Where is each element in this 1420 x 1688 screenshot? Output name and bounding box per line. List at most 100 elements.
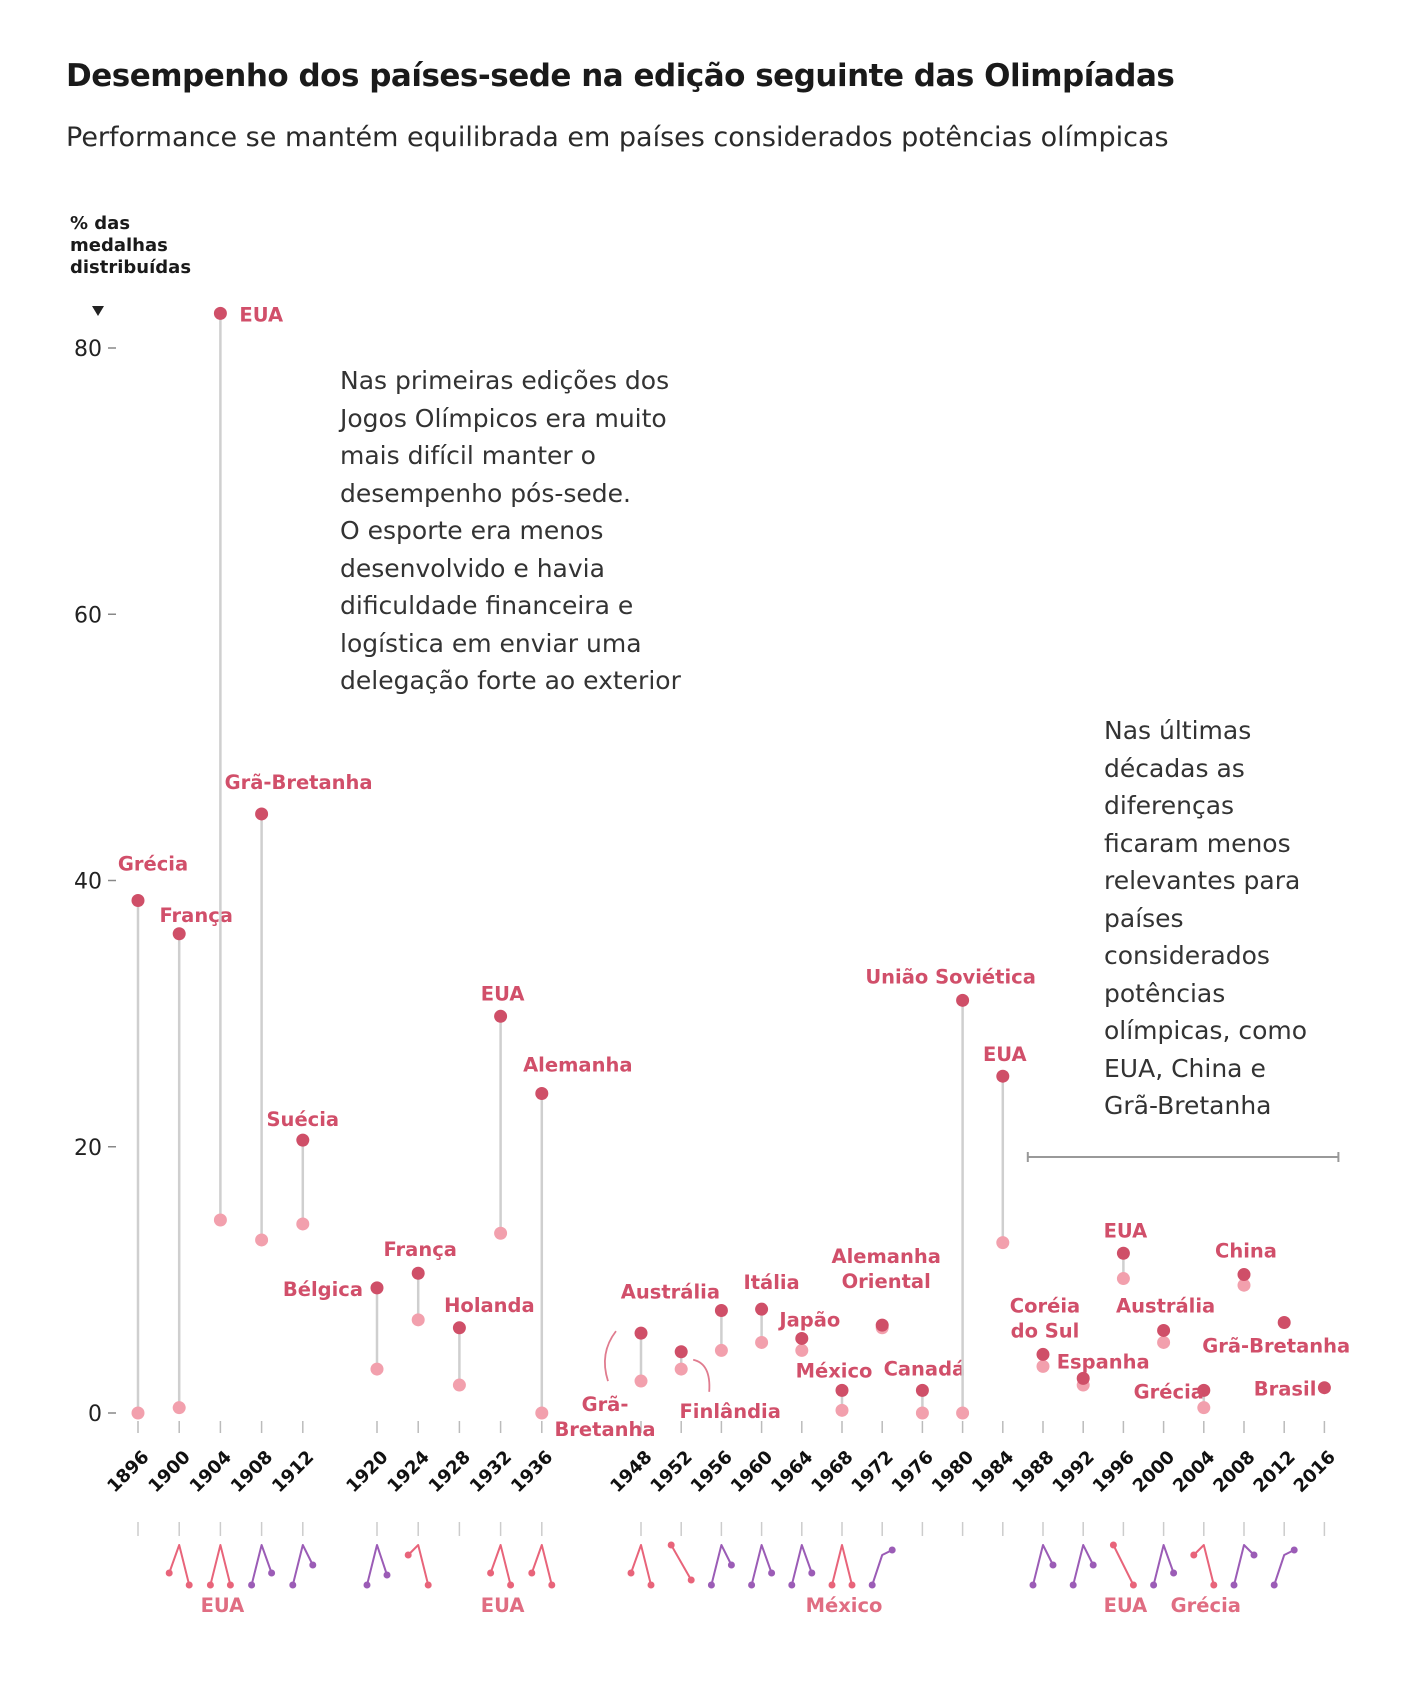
next-edition-dot-2004 (1197, 1401, 1211, 1415)
country-label-1924: França (383, 1238, 456, 1261)
x-tick-label-1956: 1956 (687, 1447, 737, 1497)
x-tick-label-2004: 2004 (1169, 1447, 1219, 1497)
host-dot-2000 (1157, 1323, 1171, 1337)
x-tick-label-1996: 1996 (1089, 1447, 1139, 1497)
sparkline-dot (528, 1569, 536, 1577)
x-tick-label-1984: 1984 (968, 1447, 1018, 1497)
host-dot-1936 (535, 1087, 549, 1100)
host-dot-1972 (875, 1318, 889, 1332)
annotation-line: desempenho pós-sede. (340, 478, 632, 508)
country-label-2016: Brasil (1254, 1378, 1317, 1401)
curved-arrow-icon (692, 1358, 711, 1392)
x-tick-label-1992: 1992 (1048, 1447, 1098, 1497)
sparkline-dot (1109, 1541, 1117, 1549)
sparkline-dot (868, 1581, 876, 1589)
sparkline-dot (627, 1569, 635, 1577)
x-tick-label-1924: 1924 (383, 1447, 433, 1497)
x-tick-label-1936: 1936 (507, 1447, 557, 1497)
annotation-line: mais difícil manter o (340, 441, 596, 470)
sparkline-dot (248, 1581, 256, 1589)
sparkline-glyph-1920 (366, 1544, 388, 1586)
sparkline-dot (507, 1581, 515, 1589)
host-dot-1896 (131, 893, 145, 907)
host-dot-1928 (452, 1321, 466, 1335)
sparkline-dot (748, 1581, 756, 1589)
y-tick-label: 80 (74, 337, 102, 362)
sparkline-glyph-2012 (1273, 1549, 1295, 1586)
bottom-label-1904: EUA (201, 1594, 245, 1617)
next-edition-dot-1920 (370, 1362, 384, 1376)
sparkline-glyph-1952 (670, 1544, 693, 1581)
x-tick-label-1900: 1900 (144, 1447, 194, 1497)
x-tick-label-2008: 2008 (1209, 1447, 1259, 1497)
country-label-1932: EUA (481, 982, 525, 1005)
country-label-1936: Alemanha (523, 1054, 632, 1077)
sparkline-dot (1170, 1569, 1178, 1577)
sparkline-dot (226, 1581, 234, 1589)
next-edition-dot-2000 (1157, 1335, 1171, 1349)
country-label-1980: União Soviética (865, 965, 1036, 988)
host-dot-1992 (1076, 1371, 1090, 1385)
annotation-line: olímpicas, como (1104, 1016, 1308, 1045)
country-label-2004: Grécia (1134, 1380, 1204, 1403)
country-label-1972: Alemanha Oriental (831, 1245, 940, 1293)
next-edition-dot-1924 (411, 1313, 425, 1327)
sparkline-dot (808, 1569, 816, 1577)
annotation-line: delegação forte ao exterior (340, 666, 681, 695)
country-label-1964: Japão (777, 1308, 840, 1331)
sparkline-glyph-1900 (168, 1544, 191, 1586)
next-edition-dot-1912 (296, 1217, 310, 1231)
y-tick-label: 0 (88, 1402, 102, 1427)
host-dot-1996 (1116, 1246, 1130, 1260)
country-label-1984: EUA (983, 1043, 1027, 1066)
y-tick-label: 40 (74, 870, 102, 895)
host-dot-2008 (1237, 1268, 1251, 1282)
sparkline-dot (1069, 1581, 1077, 1589)
sparkline-dot (289, 1581, 297, 1589)
host-dot-1956 (714, 1303, 728, 1317)
next-edition-dot-1984 (996, 1236, 1010, 1250)
annotation-line: desenvolvido e havia (340, 553, 605, 583)
sparkline-glyph-1996 (1112, 1544, 1135, 1586)
x-tick-label-2012: 2012 (1249, 1447, 1299, 1497)
sparkline-glyph-1992 (1072, 1544, 1095, 1586)
next-edition-dot-1936 (535, 1406, 549, 1420)
sparkline-glyph-1932 (489, 1544, 512, 1586)
host-dot-2012 (1277, 1315, 1291, 1329)
country-label-1976: Canadá (884, 1357, 966, 1380)
annotation-line: Jogos Olímpicos era muito (340, 403, 667, 433)
x-tick-label-1912: 1912 (268, 1447, 318, 1497)
x-tick-label-1908: 1908 (227, 1447, 277, 1497)
y-axis-label-line: % das (70, 213, 131, 234)
sparkline-glyph-1936 (530, 1544, 553, 1586)
country-label-1904: EUA (239, 303, 283, 326)
bottom-label-1996: EUA (1104, 1594, 1148, 1617)
annotation-line: décadas as (1104, 753, 1245, 783)
host-dot-1932 (494, 1009, 508, 1023)
country-label-1968: México (796, 1359, 873, 1382)
country-label-1992: Espanha (1057, 1350, 1150, 1373)
sparkline-glyph-2008 (1233, 1544, 1255, 1586)
sparkline-dot (309, 1561, 317, 1569)
annotation-line: logística em enviar uma (340, 628, 642, 658)
next-edition-dot-1896 (131, 1406, 145, 1420)
country-label-1928: Holanda (444, 1294, 535, 1317)
sparkline-glyph-1924 (407, 1544, 430, 1586)
sparkline-dot (424, 1581, 432, 1589)
host-dot-1912 (296, 1133, 310, 1147)
sparkline-glyph-1968 (831, 1544, 853, 1586)
annotation-line: Grã-Bretanha (1104, 1091, 1272, 1120)
host-dot-1908 (255, 807, 269, 821)
host-dot-1964 (795, 1331, 809, 1345)
sparkline-dot (206, 1581, 214, 1589)
sparkline-glyph-1904 (209, 1544, 232, 1586)
sparkline-dot (1089, 1561, 1097, 1569)
annotation-recent-decades: Nas últimas décadas as diferenças ficaram m… (1104, 712, 1334, 1125)
chart-title: Desempenho dos países-sede na edição seg… (66, 58, 1175, 94)
sparkline-dot (1150, 1581, 1158, 1589)
sparkline-dot (548, 1581, 556, 1589)
host-dot-1980 (956, 993, 970, 1007)
next-edition-dot-1996 (1116, 1272, 1130, 1286)
sparkline-glyph-1908 (250, 1544, 273, 1586)
